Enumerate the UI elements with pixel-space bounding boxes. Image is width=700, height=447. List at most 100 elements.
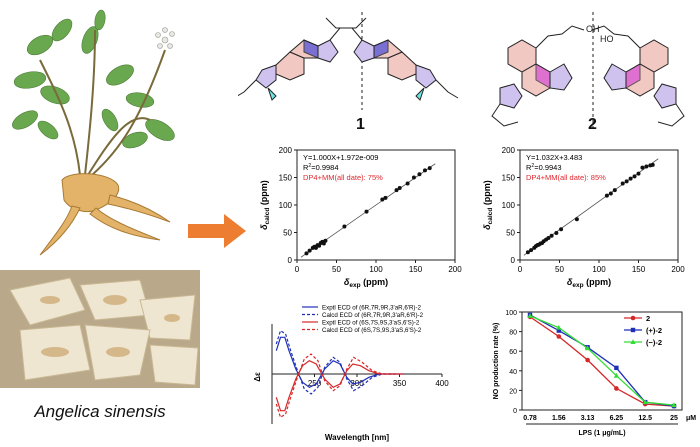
data-point — [394, 188, 399, 193]
data-point — [342, 224, 347, 229]
species-caption: Angelica sinensis — [34, 402, 166, 421]
compound-label-1: 1 — [356, 116, 365, 133]
y-axis-label: Δε — [253, 372, 262, 382]
dp4-probability: DP4+MM(all date): 85% — [526, 173, 606, 182]
legend-marker — [630, 339, 636, 344]
data-point — [556, 324, 562, 330]
data-point — [604, 193, 609, 198]
data-point — [525, 250, 530, 255]
plot-frame — [521, 311, 683, 411]
y-tick-label: 100 — [279, 201, 293, 210]
x-tick-label: 6.25 — [610, 415, 624, 422]
x-tick-label: 100 — [369, 265, 383, 274]
y-axis-label: δcalcd (ppm) — [482, 180, 494, 230]
legend-entry: (−)-2 — [646, 338, 662, 347]
data-point — [411, 175, 416, 180]
data-point — [574, 217, 579, 222]
data-point — [620, 181, 625, 186]
y-tick-label: 200 — [502, 146, 516, 155]
x-tick-label: 400 — [435, 379, 449, 388]
svg-text:HO: HO — [600, 34, 614, 44]
data-point — [549, 233, 554, 238]
legend-marker — [630, 315, 636, 321]
no-series-line — [529, 316, 675, 407]
data-point — [612, 188, 617, 193]
data-point — [624, 179, 629, 184]
data-point — [556, 328, 561, 333]
data-point — [636, 171, 641, 176]
y-tick-label: 150 — [502, 174, 516, 183]
x-tick-label: 250 — [308, 379, 322, 388]
x-tick-label: 25 — [670, 415, 678, 422]
x-tick-label: 50 — [332, 265, 341, 274]
data-point — [585, 345, 591, 351]
y-tick-label: 60 — [509, 349, 517, 356]
x-tick-label: 0 — [295, 265, 300, 274]
ecd-series-line — [275, 353, 396, 419]
data-point — [559, 227, 564, 232]
ecd-series-line — [275, 360, 404, 412]
regression-equation: Y=1.000X+1.972e-009 — [303, 153, 378, 162]
x-tick-label: 3.13 — [581, 415, 595, 422]
data-point — [671, 402, 677, 408]
data-point — [613, 372, 619, 378]
data-point — [640, 165, 645, 170]
y-tick-label: 50 — [283, 229, 292, 238]
molecular-structures: OH HO — [238, 12, 685, 130]
data-point — [529, 248, 534, 253]
y-tick-label: 100 — [505, 310, 517, 317]
y-tick-label: 0 — [513, 408, 517, 415]
y-tick-label: 20 — [509, 388, 517, 395]
x-tick-label: 1.56 — [552, 415, 566, 422]
data-point — [642, 399, 648, 405]
legend-entry: Exptl ECD of (6R,7R,9R,3'aR,6'R)-2 — [322, 305, 422, 312]
y-tick-label: 200 — [279, 146, 293, 155]
r-squared: R2=0.9984 — [303, 163, 339, 172]
x-tick-label: 200 — [671, 265, 685, 274]
y-tick-label: 40 — [509, 369, 517, 376]
x-tick-label: 350 — [393, 379, 407, 388]
x-tick-label: 150 — [409, 265, 423, 274]
data-point — [628, 176, 633, 181]
scatter-chart-2: 0 50 100 150 200 0 50 100 150 200 Y=1.032X+3.483R2… — [482, 146, 685, 289]
r-squared: R2=0.9943 — [526, 163, 562, 172]
data-point — [608, 191, 613, 196]
x-tick-label: 150 — [632, 265, 646, 274]
data-point — [422, 168, 427, 173]
ecd-series-line — [275, 329, 396, 395]
angelica-plant-illustration — [12, 9, 175, 256]
y-tick-label: 50 — [506, 229, 515, 238]
x-tick-label: 12.5 — [638, 415, 652, 422]
data-point — [614, 365, 619, 371]
no-production-chart: 0 20 40 60 80 100 0.78 1.56 3.13 6.25 12.5 25 μM LPS … — [493, 310, 696, 437]
legend-entry: Calcd ECD of (6R,7R,9R,3'aR,6'R)-2 — [322, 312, 424, 319]
data-point — [323, 238, 328, 243]
data-point — [307, 248, 312, 253]
legend-entry: Exptl ECD of (6S,7S,9S,3'aS,6'S)-2 — [322, 320, 420, 327]
x-axis-label: LPS (1 μg/mL) — [578, 430, 625, 437]
angelica-slices-photo — [0, 270, 200, 388]
x-tick-label: 200 — [448, 265, 462, 274]
data-point — [304, 251, 309, 256]
data-point — [614, 386, 619, 391]
data-point — [527, 313, 533, 318]
x-tick-label: 50 — [555, 265, 564, 274]
svg-text:OH: OH — [586, 24, 600, 34]
x-unit-label: μM — [686, 415, 696, 422]
legend-marker — [630, 327, 636, 333]
no-series-line — [529, 315, 675, 406]
regression-equation: Y=1.032X+3.483 — [526, 153, 582, 162]
ecd-series-line — [275, 336, 404, 388]
data-point — [650, 162, 655, 167]
legend-entry: (+)-2 — [646, 326, 662, 335]
y-tick-label: 100 — [502, 201, 516, 210]
data-point — [632, 174, 637, 179]
data-point — [585, 357, 590, 363]
scatter-chart-1: 0 50 100 150 200 0 50 100 150 200 Y=1.000X+1.972e-… — [259, 146, 462, 289]
x-tick-label: 100 — [592, 265, 606, 274]
data-point — [556, 334, 562, 339]
data-point — [364, 209, 369, 214]
data-point — [380, 197, 385, 202]
data-point — [554, 231, 559, 236]
